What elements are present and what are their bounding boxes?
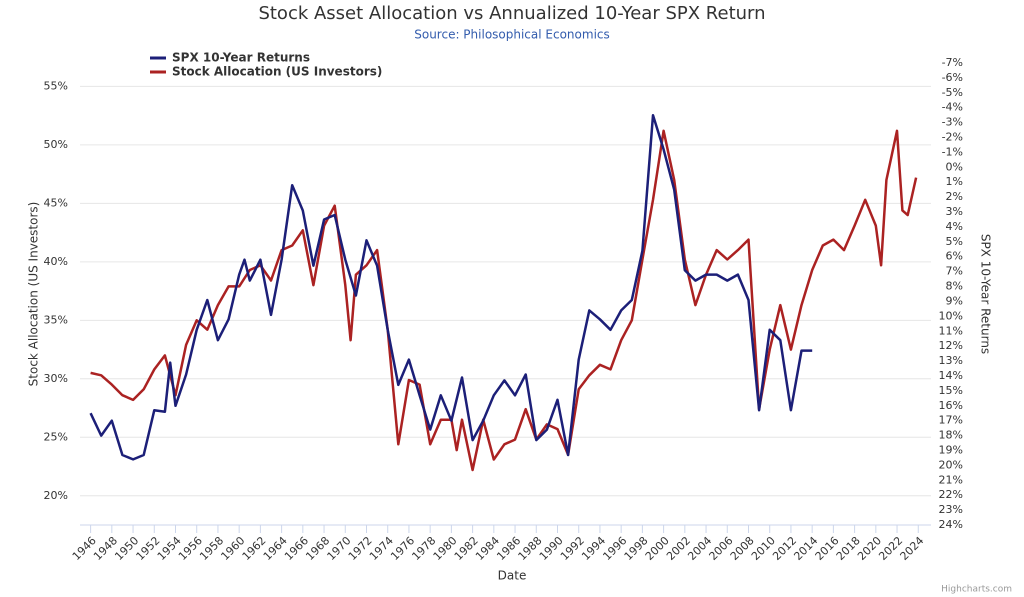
x-tick-label: 2024	[898, 534, 927, 563]
y2-tick-label: 12%	[939, 339, 963, 352]
y2-tick-label: 13%	[939, 354, 963, 367]
x-tick-label: 1970	[325, 534, 354, 563]
x-tick-label: 1984	[473, 534, 502, 563]
x-tick-label: 1966	[282, 534, 311, 563]
legend-label: Stock Allocation (US Investors)	[172, 65, 382, 79]
y2-tick-label: -2%	[942, 131, 963, 144]
y2-tick-label: -1%	[942, 145, 963, 158]
y2-tick-label: 17%	[939, 414, 963, 427]
y2-tick-label: -4%	[942, 101, 963, 114]
y2-axis-title: SPX 10-Year Returns	[979, 234, 993, 354]
y2-tick-label: 3%	[946, 205, 963, 218]
y2-tick-label: 4%	[946, 220, 963, 233]
x-tick-label: 1996	[600, 534, 629, 563]
x-tick-label: 1948	[91, 534, 120, 563]
y-tick-label: 25%	[44, 430, 68, 443]
y2-tick-label: 18%	[939, 429, 963, 442]
x-tick-label: 1954	[155, 534, 184, 563]
y2-tick-label: 23%	[939, 503, 963, 516]
legend-label: SPX 10-Year Returns	[172, 51, 310, 65]
y-tick-label: 45%	[44, 196, 68, 209]
y2-tick-label: 20%	[939, 458, 963, 471]
x-tick-label: 1952	[134, 534, 163, 563]
y2-tick-label: 1%	[946, 175, 963, 188]
y-tick-label: 50%	[44, 138, 68, 151]
y2-tick-label: 15%	[939, 384, 963, 397]
y2-tick-label: 7%	[946, 265, 963, 278]
x-tick-label: 1994	[579, 534, 608, 563]
y2-tick-label: 2%	[946, 190, 963, 203]
y2-tick-label: 22%	[939, 488, 963, 501]
x-tick-label: 1962	[240, 534, 269, 563]
y2-tick-label: 10%	[939, 309, 963, 322]
x-tick-label: 1960	[218, 534, 247, 563]
x-tick-label: 1990	[537, 534, 566, 563]
x-tick-label: 2006	[707, 534, 736, 563]
y2-tick-label: 9%	[946, 294, 963, 307]
y2-tick-label: 21%	[939, 473, 963, 486]
x-tick-label: 1992	[558, 534, 587, 563]
y2-tick-label: 11%	[939, 324, 963, 337]
x-tick-label: 1978	[409, 534, 438, 563]
y2-tick-label: -5%	[942, 86, 963, 99]
y-tick-label: 40%	[44, 255, 68, 268]
y2-tick-label: -6%	[942, 71, 963, 84]
y2-tick-label: 16%	[939, 399, 963, 412]
x-tick-label: 1950	[112, 534, 141, 563]
y-tick-label: 30%	[44, 372, 68, 385]
x-tick-label: 2010	[749, 534, 778, 563]
series-line	[89, 113, 813, 461]
x-tick-label: 2000	[643, 534, 672, 563]
x-tick-label: 2018	[834, 534, 863, 563]
x-axis-title: Date	[498, 569, 527, 583]
y2-tick-label: 14%	[939, 369, 963, 382]
y-tick-label: 55%	[44, 79, 68, 92]
x-tick-label: 2014	[791, 534, 820, 563]
y-tick-label: 20%	[44, 489, 68, 502]
y2-tick-label: 6%	[946, 250, 963, 263]
y2-tick-label: 19%	[939, 443, 963, 456]
x-tick-label: 2004	[685, 534, 714, 563]
y2-tick-label: 0%	[946, 160, 963, 173]
x-tick-label: 1956	[176, 534, 205, 563]
x-tick-label: 2022	[876, 534, 905, 563]
x-tick-label: 1974	[367, 534, 396, 563]
x-tick-label: 1988	[516, 534, 545, 563]
x-tick-label: 2002	[664, 534, 693, 563]
chart-title: Stock Asset Allocation vs Annualized 10-…	[258, 3, 765, 24]
x-tick-label: 1982	[452, 534, 481, 563]
x-tick-label: 1998	[622, 534, 651, 563]
y-tick-label: 35%	[44, 313, 68, 326]
y2-tick-label: -7%	[942, 56, 963, 69]
y2-tick-label: 5%	[946, 235, 963, 248]
x-tick-label: 1946	[70, 534, 99, 563]
x-tick-label: 2016	[813, 534, 842, 563]
x-tick-label: 1980	[431, 534, 460, 563]
x-tick-label: 1958	[197, 534, 226, 563]
y2-tick-label: 8%	[946, 280, 963, 293]
x-tick-label: 2008	[728, 534, 757, 563]
x-tick-label: 2020	[855, 534, 884, 563]
y-axis-title: Stock Allocation (US Investors)	[27, 202, 41, 387]
x-tick-label: 1972	[346, 534, 375, 563]
x-tick-label: 1976	[388, 534, 417, 563]
y2-tick-label: -3%	[942, 116, 963, 129]
x-tick-label: 1964	[261, 534, 290, 563]
series-line	[90, 129, 918, 472]
chart-subtitle: Source: Philosophical Economics	[414, 28, 610, 42]
x-tick-label: 2012	[770, 534, 799, 563]
credit: Highcharts.com	[941, 585, 1012, 595]
y2-tick-label: 24%	[939, 518, 963, 531]
x-tick-label: 1986	[494, 534, 523, 563]
x-tick-label: 1968	[303, 534, 332, 563]
